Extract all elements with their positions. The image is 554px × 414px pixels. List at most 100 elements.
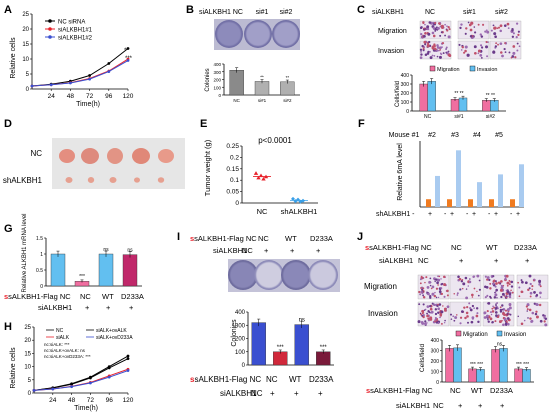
- data-point: [126, 47, 130, 50]
- bar: [427, 81, 436, 112]
- cell-dot: [446, 289, 449, 293]
- cell-dot: [535, 310, 538, 313]
- data-point: [49, 83, 53, 87]
- y-tick-label: 400: [213, 62, 221, 67]
- cell-dot: [420, 275, 423, 278]
- cell-dot: [422, 295, 426, 299]
- cell-dot: [477, 320, 480, 324]
- cell-dot: [494, 45, 498, 48]
- cell-dot: [471, 296, 474, 298]
- cell-dot: [446, 29, 449, 32]
- cell-dot: [458, 277, 462, 281]
- cell-dot: [460, 23, 463, 26]
- cell-dot: [442, 305, 444, 307]
- sig-marker: ***: [320, 345, 328, 351]
- cell-dot: [489, 311, 492, 314]
- cell-dot: [508, 303, 512, 306]
- panel-c: C siALKBH1 NC si#1 si#2 Migration Invasi…: [357, 4, 522, 120]
- cell-dot: [501, 308, 504, 311]
- cell-dot: [440, 292, 444, 296]
- cell-dot: [488, 278, 491, 282]
- x-tick-label: 120: [123, 93, 134, 100]
- cell-dot: [533, 279, 535, 282]
- y-axis-label: Relative cells: [10, 347, 17, 389]
- cell-dot: [484, 296, 487, 299]
- sign: -: [444, 211, 447, 218]
- cell-dot: [473, 287, 476, 290]
- y-tick-label: 300: [235, 323, 246, 329]
- cell-dot: [423, 40, 427, 44]
- cell-dot: [448, 28, 451, 31]
- microscopy-grid-c: [419, 20, 522, 60]
- y-tick-label: 20: [22, 27, 29, 33]
- cell-dot: [484, 285, 487, 289]
- cell-dot: [486, 55, 489, 58]
- y-tick-label: 25: [22, 12, 29, 18]
- bar: [468, 368, 477, 383]
- cell-dot: [439, 293, 442, 295]
- legend-label: siALK+ovD233A: [96, 335, 133, 341]
- cell-dot: [436, 281, 439, 285]
- cell-dot: [440, 287, 443, 290]
- cell-dot: [510, 280, 514, 284]
- cell-dot: [511, 291, 514, 294]
- cell-dot: [435, 296, 438, 299]
- cell-dot: [419, 278, 422, 281]
- cell-dot: [434, 308, 438, 311]
- cell-dot: [420, 320, 424, 324]
- cell-dot: [422, 294, 425, 297]
- panel-g: G 0 0.5 1 1.5 *** ns ns Relative ALKBH1 mRNA l…: [4, 213, 144, 312]
- cell-dot: [505, 296, 508, 299]
- y-tick-label: 0: [26, 87, 30, 93]
- sign: +: [85, 303, 90, 312]
- cell-dot: [418, 303, 421, 306]
- legend-c: Migration Invasion: [429, 65, 498, 73]
- cell-dot: [478, 50, 480, 53]
- cell-dot: [544, 323, 548, 327]
- condition-label: ssALKBH1-Flag NC: [365, 243, 432, 252]
- cell-dot: [439, 46, 442, 50]
- bar: [453, 347, 462, 383]
- condition-label: siALKBH1: [372, 9, 404, 16]
- series-line: [33, 368, 129, 391]
- sign-row: + - + - + - + - +: [428, 211, 520, 218]
- cell-dot: [422, 314, 425, 317]
- cell-dot: [469, 278, 471, 280]
- cell-dot: [464, 32, 467, 35]
- mouse-label: #5: [495, 132, 503, 139]
- y-tick-label: 300: [431, 349, 440, 355]
- condition-label: NC: [451, 243, 462, 252]
- stat-line: nc:siALK+ovALK: ns: [44, 348, 86, 353]
- cell-dot: [493, 296, 497, 299]
- condition-label: si#2: [495, 9, 508, 16]
- cell-dot: [423, 309, 426, 312]
- mouse-label: #2: [428, 132, 436, 139]
- cell-dot: [533, 291, 536, 294]
- cell-dot: [434, 30, 437, 32]
- row-label: Migration: [364, 282, 397, 291]
- cell-dot: [494, 35, 497, 39]
- cell-dot: [518, 45, 521, 48]
- legend-label: Invasion: [477, 67, 498, 73]
- data-point: [89, 376, 92, 380]
- cell-dot: [502, 323, 505, 327]
- data-point: [256, 175, 261, 180]
- data-point: [30, 84, 34, 88]
- bar: [450, 99, 460, 112]
- cell-dot: [544, 317, 548, 321]
- y-tick-label: 15: [24, 351, 31, 357]
- cell-dot: [440, 53, 443, 56]
- condition-label: NC: [450, 386, 461, 395]
- cell-dot: [495, 288, 498, 292]
- cell-dot: [500, 51, 503, 54]
- cell-dot: [470, 320, 474, 324]
- x-tick-label: si#1: [454, 114, 463, 120]
- data-point: [126, 354, 130, 358]
- cell-dot: [501, 304, 504, 307]
- cell-dot: [504, 51, 507, 54]
- cell-dot: [504, 42, 506, 44]
- chart-c: 0 100 200 300 400 NC si#1 ** ** si#2 ** **: [401, 73, 506, 120]
- bar: [468, 199, 473, 207]
- cell-dot: [531, 311, 535, 315]
- cell-dot: [463, 51, 466, 54]
